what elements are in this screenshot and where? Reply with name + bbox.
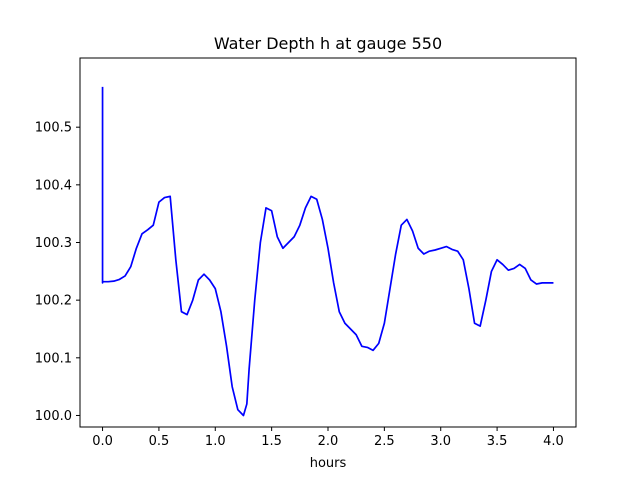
y-tick-label: 100.4 — [35, 178, 72, 193]
x-axis-label: hours — [310, 456, 347, 471]
y-tick-label: 100.2 — [35, 294, 72, 309]
x-tick-label: 3.5 — [487, 434, 508, 449]
y-tick-label: 100.0 — [35, 409, 72, 424]
x-tick-label: 3.0 — [430, 434, 451, 449]
x-tick-label: 2.5 — [374, 434, 395, 449]
plot-frame — [79, 57, 577, 428]
chart-title: Water Depth h at gauge 550 — [214, 34, 442, 53]
plot-area — [101, 86, 554, 417]
y-tick-label: 100.5 — [35, 121, 72, 136]
x-tick-label: 2.0 — [318, 434, 339, 449]
x-tick-label: 0.0 — [92, 434, 113, 449]
series-line-0 — [101, 86, 554, 417]
x-tick-label: 1.5 — [261, 434, 282, 449]
x-axis: 0.0 0.5 1.0 1.5 2.0 2.5 3.0 3.5 4.0 — [92, 427, 564, 449]
x-tick-label: 0.5 — [149, 434, 170, 449]
x-tick-label: 1.0 — [205, 434, 226, 449]
y-tick-label: 100.1 — [35, 351, 72, 366]
x-tick-label: 4.0 — [543, 434, 564, 449]
y-tick-label: 100.3 — [35, 236, 72, 251]
y-axis: 100.0 100.1 100.2 100.3 100.4 100.5 — [35, 121, 80, 424]
